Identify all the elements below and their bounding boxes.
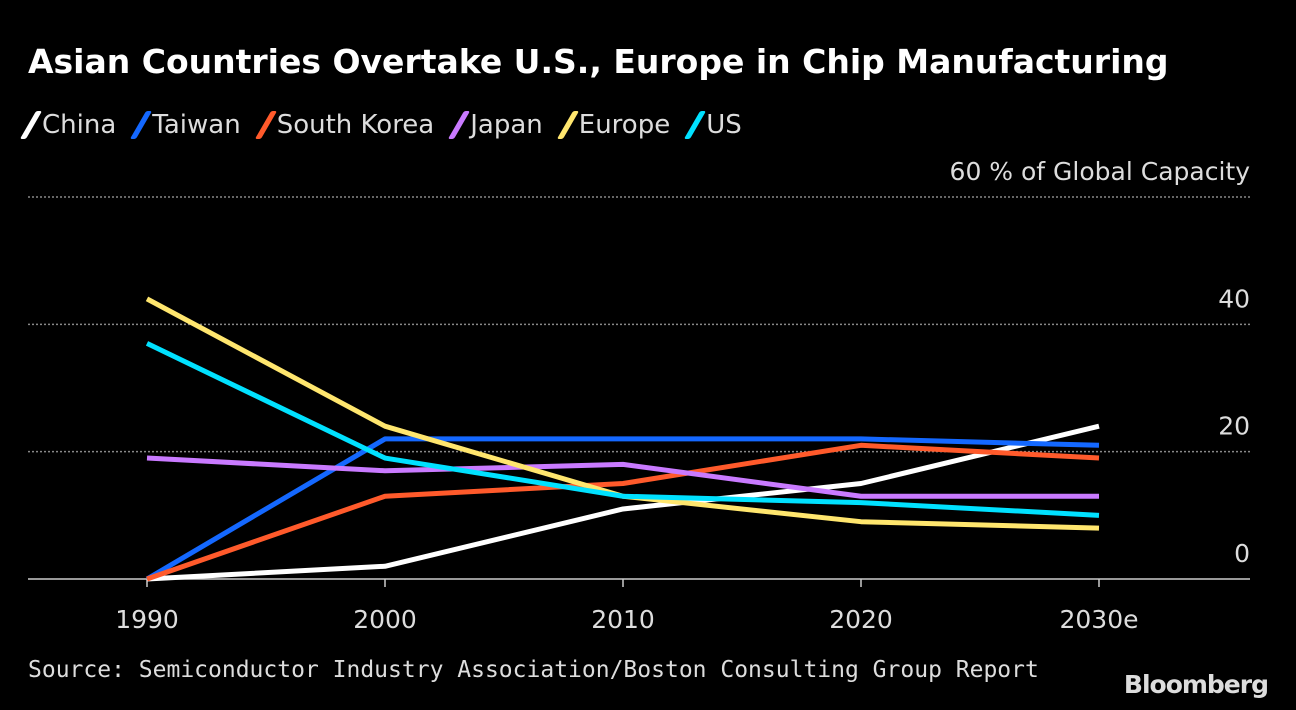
legend-label: Taiwan	[152, 110, 241, 140]
series-line-china	[146, 423, 1100, 582]
legend-label: China	[42, 110, 117, 140]
source-note: Source: Semiconductor Industry Associati…	[28, 657, 1039, 683]
bloomberg-logo: Bloomberg	[1123, 670, 1269, 699]
y-tick-label: 20	[1218, 412, 1250, 441]
x-tick-label: 2020	[829, 605, 893, 634]
legend-item: US	[684, 110, 742, 140]
legend-item: South Korea	[254, 110, 435, 140]
x-tick-label: 2030e	[1059, 605, 1138, 634]
legend-item: Japan	[448, 110, 543, 140]
legend-label: Europe	[578, 110, 671, 140]
y-tick-label: 60 % of Global Capacity	[950, 157, 1251, 186]
legend: China Taiwan South Korea Japan Europe US	[19, 110, 742, 140]
series-line-japan	[146, 455, 1099, 499]
legend-item: Taiwan	[130, 110, 241, 140]
series-line-us	[145, 341, 1100, 518]
chart-title: Asian Countries Overtake U.S., Europe in…	[28, 42, 1169, 81]
series-line-south-korea	[146, 442, 1100, 582]
legend-item: Europe	[556, 110, 671, 140]
y-tick-label: 0	[1234, 539, 1250, 568]
x-tick-label: 2000	[353, 605, 417, 634]
legend-item: China	[19, 110, 117, 140]
legend-label: US	[706, 110, 742, 140]
x-tick-label: 1990	[115, 605, 179, 634]
series-line-taiwan	[145, 436, 1100, 582]
x-tick-label: 2010	[591, 605, 655, 634]
legend-label: Japan	[470, 110, 543, 140]
legend-label: South Korea	[276, 110, 435, 140]
y-tick-label: 40	[1218, 284, 1250, 313]
